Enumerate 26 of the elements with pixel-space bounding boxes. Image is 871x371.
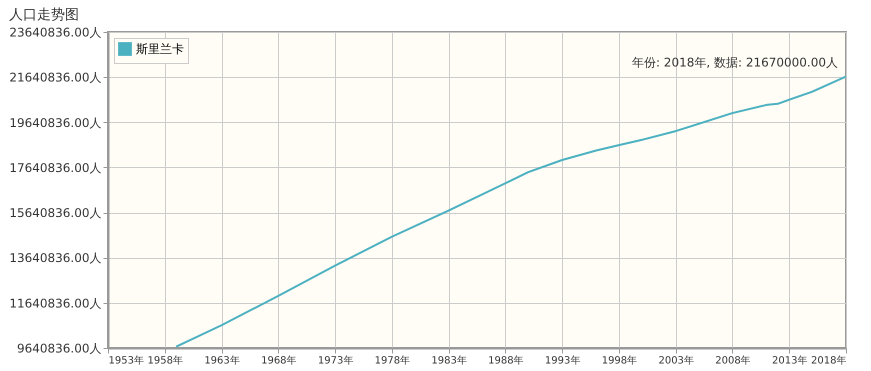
legend-label: 斯里兰卡 (136, 42, 184, 56)
chart-title: 人口走势图 (8, 7, 79, 23)
y-tick-label: 19640836.00人 (9, 116, 102, 130)
x-tick-label: 2003年 (658, 354, 694, 366)
y-tick-label: 9640836.00人 (16, 342, 102, 356)
x-tick-label: 1988年 (488, 354, 524, 366)
x-tick-label: 1958年 (148, 354, 183, 366)
y-tick-label: 15640836.00人 (9, 206, 102, 220)
x-tick-label: 1973年 (318, 354, 354, 366)
x-tick-label: 2008年 (715, 354, 751, 366)
x-tick-label: 1993年 (544, 354, 580, 366)
x-tick-label: 1953年 (108, 354, 144, 366)
y-tick-label: 11640836.00人 (9, 296, 102, 310)
annotation: 年份: 2018年, 数据: 21670000.00人 (632, 55, 838, 70)
x-tick-label: 2013年 (772, 354, 808, 366)
x-tick-label: 1968年 (261, 354, 297, 366)
x-tick-label: 2018年 (811, 354, 846, 366)
x-tick-label: 1963年 (204, 354, 240, 366)
x-tick-label: 1978年 (374, 354, 410, 366)
x-tick-label: 1998年 (602, 354, 638, 366)
y-tick-label: 23640836.00人 (9, 26, 102, 40)
y-tick-label: 13640836.00人 (9, 251, 102, 266)
line-series (175, 75, 846, 348)
x-tick-label: 1983年 (431, 354, 467, 366)
y-tick-label: 21640836.00人 (9, 70, 102, 85)
y-tick-label: 17640836.00人 (9, 160, 102, 175)
